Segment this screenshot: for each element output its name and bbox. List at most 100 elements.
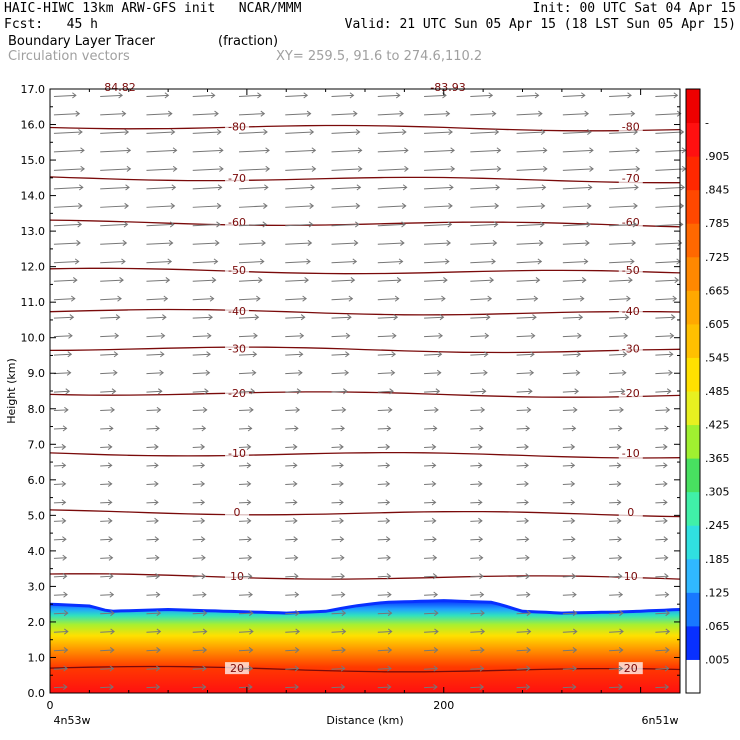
vector-arrow — [146, 298, 168, 301]
vector-arrowhead — [669, 332, 675, 339]
vector-arrow — [146, 353, 164, 356]
vector-arrowhead — [587, 128, 592, 136]
vector-arrow — [238, 427, 252, 430]
vector-arrowhead — [107, 462, 113, 469]
vector-arrowhead — [292, 443, 298, 450]
colorbar-swatch — [686, 357, 700, 392]
vector-arrowhead — [200, 480, 206, 487]
vector-arrowhead — [664, 425, 669, 432]
vector-arrowhead — [395, 92, 401, 99]
vector-arrowhead — [681, 147, 687, 154]
contour-label--40-right: -40 — [622, 305, 640, 318]
vector-arrowhead — [619, 610, 624, 617]
contour-label-bg — [618, 662, 643, 675]
vector-arrowhead — [480, 628, 486, 635]
vector-arrowhead — [202, 647, 208, 654]
vector-arrow — [100, 113, 126, 116]
vector-arrowhead — [437, 351, 443, 358]
vector-arrowhead — [119, 277, 124, 284]
vector-arrow — [285, 261, 311, 264]
vector-arrow — [100, 131, 129, 134]
vector-arrow — [655, 575, 669, 578]
vector-arrow — [238, 649, 253, 652]
vector-arrowhead — [541, 184, 547, 191]
vector-arrow — [285, 279, 309, 282]
vector-arrowhead — [349, 92, 355, 99]
vector-arrow — [146, 279, 170, 282]
contour-label--30-right: -30 — [622, 342, 640, 355]
vector-arrowhead — [626, 295, 631, 302]
vector-arrow — [470, 131, 499, 134]
vector-arrowhead — [344, 369, 350, 376]
vector-arrowhead — [64, 628, 69, 635]
vector-arrowhead — [524, 443, 529, 450]
vector-arrow — [562, 501, 575, 504]
vector-arrowhead — [200, 499, 206, 506]
vector-arrow — [238, 149, 270, 153]
vector-arrowhead — [248, 684, 253, 691]
contour-label--80-left: -80 — [228, 120, 246, 133]
vector-arrow — [609, 242, 636, 245]
vector-arrowhead — [256, 295, 261, 302]
vector-arrowhead — [479, 573, 484, 580]
contour-label-bg — [225, 264, 250, 277]
vector-arrow — [100, 372, 117, 375]
vector-arrow — [146, 409, 161, 412]
vector-arrow — [192, 223, 221, 227]
vector-arrowhead — [478, 499, 483, 506]
vector-arrow — [100, 520, 112, 522]
vector-arrow — [331, 464, 344, 467]
vector-arrow — [562, 520, 575, 522]
vector-arrow — [516, 149, 547, 153]
vector-arrowhead — [68, 332, 73, 339]
contour-line--30 — [49, 346, 681, 354]
vector-arrowhead — [666, 388, 672, 395]
vector-arrow — [331, 446, 344, 448]
vector-arrowhead — [201, 425, 207, 432]
vector-arrowhead — [385, 536, 391, 543]
vector-arrowhead — [480, 406, 486, 413]
vector-arrowhead — [542, 147, 548, 154]
vector-arrow — [146, 131, 175, 134]
vector-arrowhead — [249, 406, 254, 413]
vector-arrowhead — [484, 332, 490, 339]
contour-line--10 — [49, 451, 681, 459]
vector-arrow — [655, 149, 686, 153]
vector-arrowhead — [155, 425, 160, 432]
vector-arrowhead — [627, 92, 632, 99]
vector-arrowhead — [340, 573, 345, 580]
colorbar-label: .065 — [705, 620, 730, 633]
vector-arrow — [424, 261, 449, 264]
vector-arrow — [53, 316, 74, 319]
vector-arrowhead — [572, 610, 578, 617]
vector-arrowhead — [202, 628, 208, 635]
vector-arrow — [377, 649, 392, 652]
colorbar-label: .005 — [705, 653, 730, 666]
vector-arrowhead — [574, 388, 579, 395]
vector-arrow — [470, 390, 486, 393]
vector-arrow — [470, 538, 483, 541]
vector-arrowhead — [676, 110, 682, 117]
vector-arrow — [516, 316, 537, 319]
vector-arrowhead — [165, 277, 171, 284]
vector-arrowhead — [670, 314, 676, 321]
vector-arrowhead — [206, 351, 211, 358]
vector-arrowhead — [385, 517, 391, 524]
vector-arrowhead — [401, 202, 407, 209]
vector-arrowhead — [294, 591, 300, 598]
colorbar-swatch — [686, 458, 700, 493]
vector-arrow — [285, 483, 297, 485]
vector-arrowhead — [385, 443, 391, 450]
contour-label--10-right: -10 — [622, 447, 640, 460]
vector-arrowhead — [633, 128, 638, 136]
vector-arrowhead — [155, 573, 160, 580]
vector-arrowhead — [248, 647, 254, 654]
vector-arrow — [285, 464, 297, 467]
vector-arrow — [285, 538, 298, 541]
vector-arrow — [53, 464, 66, 467]
vector-arrow — [516, 575, 530, 578]
vector-arrow — [192, 686, 206, 689]
vector-arrow — [331, 501, 344, 504]
colorbar-swatch — [686, 223, 700, 258]
vector-arrowhead — [353, 239, 359, 246]
